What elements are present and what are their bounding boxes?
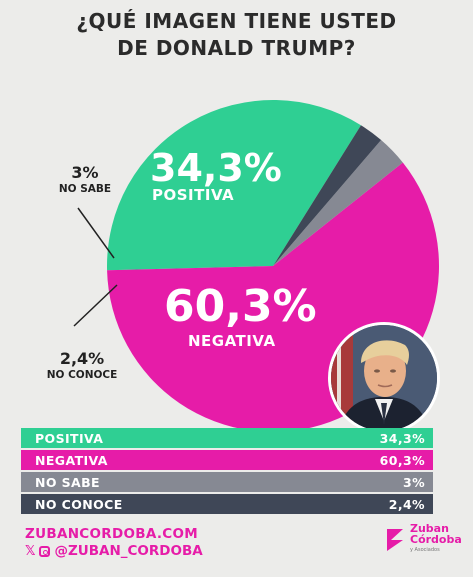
row-label-no-conoce: NO CONOCE <box>35 496 123 512</box>
table-row: NO SABE 3% <box>21 472 433 492</box>
brand-line-3: y Asociados <box>410 547 440 553</box>
value-label-no-sabe: 3% <box>71 163 99 182</box>
value-label-negativa: 60,3% <box>164 281 317 332</box>
value-label-no-conoce: 2,4% <box>59 349 105 368</box>
table-row: NO CONOCE 2,4% <box>21 494 433 514</box>
category-label-no-sabe: NO SABE <box>58 183 112 195</box>
value-label-positiva: 34,3% <box>150 146 282 190</box>
brand-line-1: Zuban <box>410 522 449 535</box>
title-line-1: ¿QUÉ IMAGEN TIENE USTED <box>76 9 397 33</box>
x-icon[interactable]: 𝕏 <box>25 543 36 559</box>
portrait-illustration <box>331 325 437 431</box>
row-value-no-conoce: 2,4% <box>388 496 425 512</box>
website-link[interactable]: ZUBANCORDOBA.COM <box>25 526 198 542</box>
row-label-positiva: POSITIVA <box>35 430 104 446</box>
social-handle: @ZUBAN_CORDOBA <box>54 543 203 559</box>
pie-slice-no-conoce <box>273 125 382 266</box>
brand-mark-icon <box>387 528 403 551</box>
portrait-photo <box>328 322 440 434</box>
row-value-positiva: 34,3% <box>379 430 425 446</box>
brand-logo: Zuban Córdoba y Asociados <box>384 523 462 556</box>
title-line-2: DE DONALD TRUMP? <box>117 36 356 60</box>
category-label-no-conoce: NO CONOCE <box>46 369 118 381</box>
table-row: POSITIVA 34,3% <box>21 428 433 448</box>
category-label-negativa: NEGATIVA <box>188 332 276 350</box>
pie-slice-positiva <box>107 100 361 271</box>
leader-line-no-sabe <box>77 207 115 259</box>
row-label-no-sabe: NO SABE <box>35 474 100 490</box>
instagram-icon[interactable] <box>39 545 51 557</box>
social-handle-row[interactable]: 𝕏 @ZUBAN_CORDOBA <box>25 543 203 559</box>
row-value-no-sabe: 3% <box>402 474 425 490</box>
brand-line-2: Córdoba <box>410 533 462 546</box>
brand-name: Zuban Córdoba y Asociados <box>410 523 462 556</box>
row-value-negativa: 60,3% <box>379 452 425 468</box>
pie-slice-no-sabe <box>273 140 403 266</box>
category-label-positiva: POSITIVA <box>152 186 235 204</box>
table-row: NEGATIVA 60,3% <box>21 450 433 470</box>
row-label-negativa: NEGATIVA <box>35 452 108 468</box>
chart-title: ¿QUÉ IMAGEN TIENE USTED DE DONALD TRUMP? <box>0 8 473 62</box>
results-table: POSITIVA 34,3% NEGATIVA 60,3% NO SABE 3%… <box>21 428 433 516</box>
leader-line-no-conoce <box>73 284 118 327</box>
